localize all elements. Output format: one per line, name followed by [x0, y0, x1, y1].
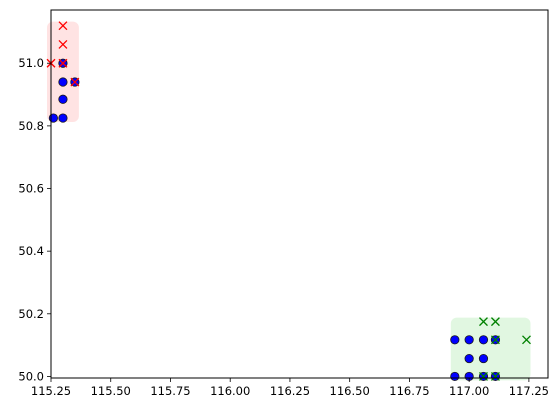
x-marker-stroke — [490, 335, 500, 345]
data-point-x-marker — [522, 335, 531, 345]
x-tick-label: 115.50 — [91, 384, 131, 398]
x-tick-label: 117.00 — [449, 384, 489, 398]
y-tick-label: 50.0 — [18, 369, 44, 383]
data-point-circle — [58, 94, 68, 104]
x-marker-stroke — [58, 39, 68, 49]
x-marker-stroke — [522, 335, 531, 345]
data-point-circle — [450, 335, 460, 345]
data-point-circle — [58, 113, 68, 123]
data-point-circle — [450, 371, 460, 382]
y-tick-label: 50.6 — [18, 182, 44, 196]
cluster-band-1 — [47, 21, 79, 123]
x-tick-label: 116.00 — [210, 384, 250, 398]
data-point-x-marker — [490, 317, 500, 327]
data-point-x-marker — [490, 371, 500, 381]
x-marker-stroke — [490, 371, 500, 381]
data-point-circle — [464, 335, 474, 345]
y-tick-label: 50.8 — [18, 119, 44, 133]
data-point-circle — [58, 77, 68, 87]
cluster-bands — [47, 21, 531, 381]
x-marker-stroke — [70, 77, 80, 87]
data-point-x-marker — [58, 21, 68, 31]
x-tick-label: 116.75 — [389, 384, 429, 398]
data-point-circle — [48, 113, 58, 123]
x-tick-label: 116.50 — [330, 384, 370, 398]
x-marker-stroke — [479, 317, 488, 327]
y-tick-label: 51.0 — [18, 56, 44, 70]
y-tick-label: 50.2 — [18, 307, 44, 321]
x-marker-stroke — [58, 21, 68, 31]
data-point-circle — [478, 335, 489, 345]
data-point-x-marker — [58, 39, 68, 49]
data-point-x-marker — [58, 58, 68, 68]
data-point-circle — [464, 353, 474, 364]
x-tick-label: 116.25 — [270, 384, 310, 398]
data-point-x-marker — [479, 371, 488, 381]
data-point-circle — [478, 353, 489, 364]
data-markers — [46, 21, 531, 382]
x-tick-label: 117.25 — [509, 384, 549, 398]
data-point-x-marker — [70, 77, 80, 87]
x-marker-stroke — [58, 58, 68, 68]
data-point-x-marker — [490, 335, 500, 345]
y-tick-label: 50.4 — [18, 244, 44, 258]
axis-ticks: 115.25 115.50 115.75 116.00 116.25 116.50 116.… — [18, 56, 549, 398]
x-marker-stroke — [479, 371, 488, 381]
axes-frame — [50, 9, 549, 379]
data-point-x-marker — [479, 317, 488, 327]
cluster-band-2 — [450, 317, 531, 381]
x-tick-label: 115.75 — [150, 384, 190, 398]
x-tick-label: 115.25 — [31, 384, 71, 398]
x-marker-stroke — [490, 317, 500, 327]
